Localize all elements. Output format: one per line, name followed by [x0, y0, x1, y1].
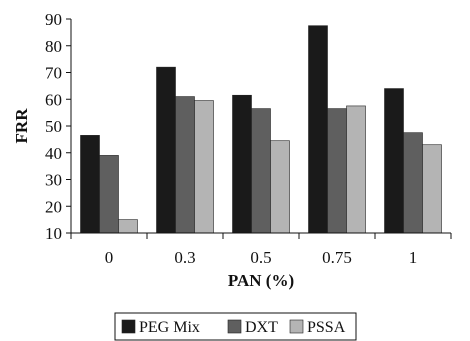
y-axis-title: FRR — [12, 108, 31, 144]
bar-pssa-1 — [422, 144, 442, 234]
y-tick-label: 10 — [45, 224, 62, 243]
bar-peg-mix-0 — [80, 135, 100, 234]
bar-peg-mix-0.5 — [232, 94, 252, 234]
legend-label: PSSA — [307, 319, 346, 336]
x-tick-label: 0.75 — [322, 248, 352, 267]
y-tick-label: 70 — [45, 64, 62, 83]
x-tick-label: 1 — [409, 248, 418, 267]
y-tick-label: 90 — [45, 10, 62, 29]
y-ticks-group: 10 20 30 40 50 60 70 80 90 — [45, 10, 71, 243]
y-tick-label: 20 — [45, 197, 62, 216]
x-tick-label: 0.5 — [250, 248, 271, 267]
x-ticks-group: 0 0.3 0.5 0.75 1 — [70, 233, 452, 267]
x-tick-label: 0.3 — [174, 248, 195, 267]
bar-pssa-0.75 — [346, 105, 366, 234]
legend: PEG Mix DXT PSSA — [114, 312, 357, 341]
y-tick-label: 40 — [45, 144, 62, 163]
bar-dxt-1 — [403, 132, 423, 234]
bar-peg-mix-1 — [384, 88, 404, 234]
bar-pssa-0 — [118, 219, 138, 234]
bars-group — [80, 25, 442, 234]
legend-swatch — [289, 319, 304, 334]
bar-pssa-0.3 — [194, 100, 214, 234]
bar-dxt-0.75 — [327, 108, 347, 234]
legend-label: PEG Mix — [139, 319, 200, 336]
bar-pssa-0.5 — [270, 140, 290, 234]
bar-dxt-0.5 — [251, 108, 271, 234]
x-tick-label: 0 — [105, 248, 114, 267]
legend-swatch — [121, 319, 136, 334]
bar-dxt-0 — [99, 155, 119, 234]
bar-dxt-0.3 — [175, 96, 195, 234]
x-axis-title: PAN (%) — [228, 271, 294, 290]
y-tick-label: 60 — [45, 90, 62, 109]
legend-label: DXT — [245, 319, 278, 336]
legend-swatch — [227, 319, 242, 334]
bar-peg-mix-0.3 — [156, 66, 176, 234]
y-tick-label: 80 — [45, 37, 62, 56]
y-tick-label: 50 — [45, 117, 62, 136]
bar-peg-mix-0.75 — [308, 25, 328, 234]
y-tick-label: 30 — [45, 171, 62, 190]
